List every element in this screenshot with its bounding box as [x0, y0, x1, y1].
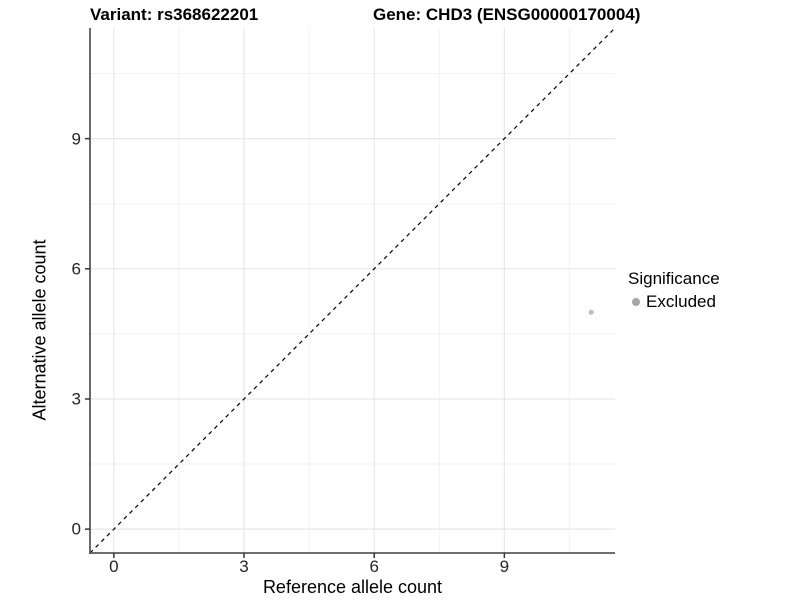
x-tick-label: 9: [499, 557, 510, 576]
legend-point-icon: [632, 298, 640, 306]
y-axis-label: Alternative allele count: [29, 239, 50, 421]
x-tick-label: 0: [109, 557, 119, 576]
y-tick-label: 6: [71, 259, 81, 279]
identity-reference-line: [89, 27, 616, 554]
legend: Significance Excluded: [628, 269, 720, 312]
legend-title: Significance: [628, 269, 720, 288]
gene-title: Gene: CHD3 (ENSG00000170004): [373, 5, 641, 24]
legend-item-excluded: Excluded: [628, 292, 720, 312]
y-tick-label: 0: [71, 519, 81, 539]
variant-title: Variant: rs368622201: [90, 5, 259, 24]
y-tick-label: 3: [71, 389, 81, 409]
x-tick-label: 3: [239, 557, 249, 576]
x-tick-label: 6: [369, 557, 379, 576]
data-point: [588, 309, 594, 315]
x-axis-label: Reference allele count: [262, 577, 443, 597]
legend-item-label: Excluded: [646, 292, 716, 311]
y-tick-label: 9: [71, 129, 81, 149]
